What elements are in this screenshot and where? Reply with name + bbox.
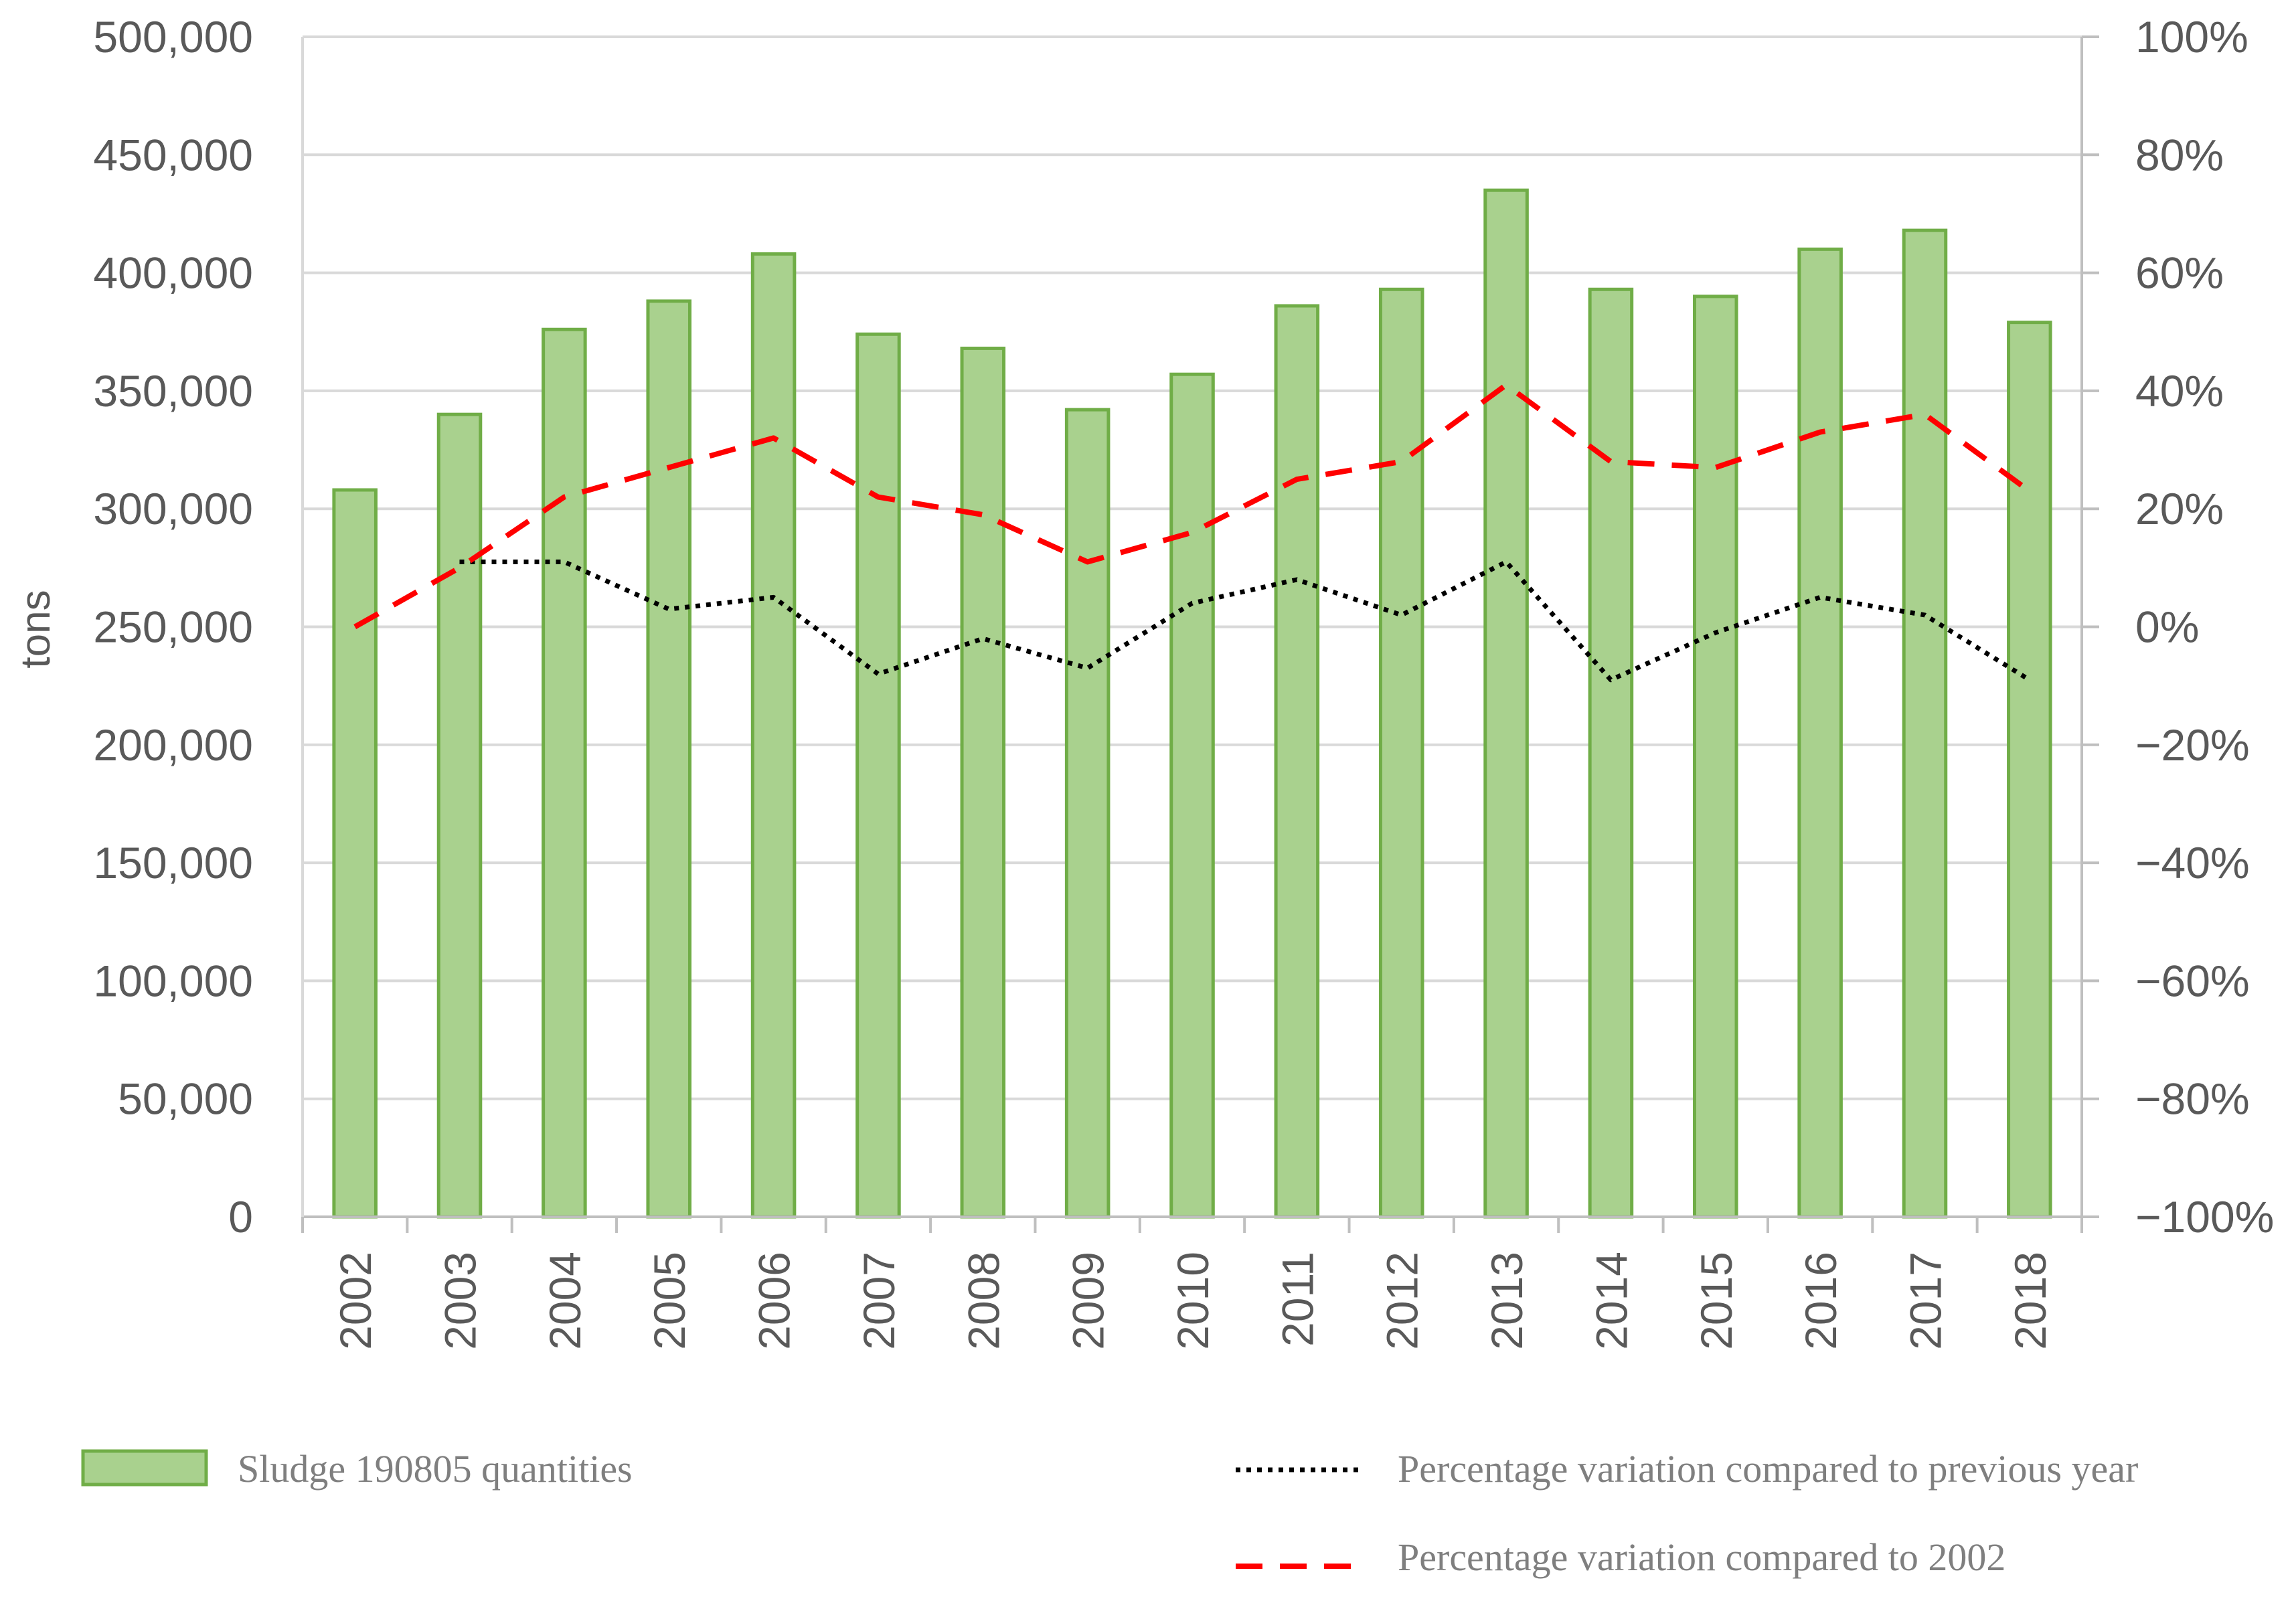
y2-tick-label: −60% bbox=[2135, 956, 2250, 1005]
y2-tick-label: 100% bbox=[2135, 12, 2248, 62]
bar-2003 bbox=[436, 412, 483, 1219]
right-axis-ticks: −100% −80% −60% −40% −20% 0% 20% 40% 60% 80% 100% bbox=[2082, 12, 2274, 1242]
x-tick-label: 2002 bbox=[331, 1252, 380, 1350]
y-tick-label: 500,000 bbox=[93, 12, 253, 62]
y2-tick-label: −80% bbox=[2135, 1074, 2250, 1124]
y-tick-label: 400,000 bbox=[93, 248, 253, 298]
bar-2010 bbox=[1169, 372, 1215, 1219]
bar-2008 bbox=[960, 346, 1006, 1219]
y2-tick-label: 20% bbox=[2135, 484, 2224, 533]
x-tick-label: 2018 bbox=[2005, 1252, 2055, 1350]
left-axis-ticks: 0 50,000 100,000 150,000 200,000 250,000 300,0… bbox=[93, 12, 253, 1242]
bar-2007 bbox=[855, 332, 901, 1219]
y-tick-label: 100,000 bbox=[93, 956, 253, 1005]
y2-tick-label: −40% bbox=[2135, 838, 2250, 888]
x-tick-label: 2012 bbox=[1378, 1252, 1427, 1350]
y-axis-title: tons bbox=[13, 590, 59, 668]
y2-tick-label: 80% bbox=[2135, 130, 2224, 179]
bar-2017 bbox=[1902, 228, 1948, 1219]
bar-2006 bbox=[750, 252, 797, 1219]
x-tick-label: 2005 bbox=[645, 1252, 694, 1350]
y-tick-label: 300,000 bbox=[93, 484, 253, 533]
y-tick-label: 50,000 bbox=[118, 1074, 253, 1124]
bar-2012 bbox=[1378, 287, 1424, 1219]
y-tick-label: 150,000 bbox=[93, 838, 253, 888]
bar-2016 bbox=[1797, 247, 1843, 1219]
bar-2014 bbox=[1588, 287, 1634, 1219]
x-tick-label: 2010 bbox=[1168, 1252, 1218, 1350]
bar-2015 bbox=[1692, 294, 1738, 1219]
bar-2009 bbox=[1064, 408, 1111, 1219]
y2-tick-label: 0% bbox=[2135, 602, 2199, 652]
legend-label-vs-2002: Percentage variation compared to 2002 bbox=[1398, 1535, 2005, 1579]
x-tick-label: 2008 bbox=[959, 1252, 1008, 1350]
bar-2013 bbox=[1483, 188, 1529, 1219]
y-tick-label: 250,000 bbox=[93, 602, 253, 652]
x-tick-label: 2004 bbox=[540, 1252, 590, 1350]
bar-2004 bbox=[542, 327, 587, 1219]
y-tick-label: 450,000 bbox=[93, 130, 253, 179]
line-series bbox=[353, 382, 2032, 683]
x-tick-label: 2011 bbox=[1273, 1252, 1322, 1347]
bar-2002 bbox=[332, 488, 378, 1219]
x-tick-label: 2015 bbox=[1692, 1252, 1741, 1350]
bar-2018 bbox=[2007, 321, 2052, 1219]
x-tick-label: 2016 bbox=[1796, 1252, 1846, 1350]
legend-label-previous-year: Percentage variation compared to previou… bbox=[1398, 1447, 2138, 1491]
x-tick-label: 2013 bbox=[1482, 1252, 1532, 1350]
y-tick-label: 350,000 bbox=[93, 366, 253, 416]
bar-2005 bbox=[646, 299, 692, 1219]
x-tick-label: 2003 bbox=[436, 1252, 485, 1350]
y2-tick-label: −20% bbox=[2135, 720, 2250, 770]
bar-series bbox=[332, 188, 2052, 1219]
y2-tick-label: 60% bbox=[2135, 248, 2224, 298]
y-tick-label: 0 bbox=[228, 1192, 253, 1242]
y-tick-label: 200,000 bbox=[93, 720, 253, 770]
x-axis-ticks: 2002 2003 2004 2005 2006 2007 2008 2009 2010 2011… bbox=[301, 1217, 2083, 1350]
bar-2011 bbox=[1274, 304, 1320, 1219]
x-tick-label: 2006 bbox=[750, 1252, 799, 1350]
legend-swatch-sludge bbox=[81, 1449, 208, 1487]
x-tick-label: 2009 bbox=[1064, 1252, 1113, 1350]
x-tick-label: 2014 bbox=[1586, 1252, 1636, 1350]
x-tick-label: 2007 bbox=[854, 1252, 904, 1350]
y2-tick-label: −100% bbox=[2135, 1192, 2274, 1242]
legend: Sludge 190805 quantities Percentage vari… bbox=[81, 1447, 2138, 1579]
y2-tick-label: 40% bbox=[2135, 366, 2224, 416]
x-tick-label: 2017 bbox=[1900, 1252, 1950, 1350]
line-vs-2002 bbox=[353, 382, 2032, 629]
line-previous-year bbox=[459, 560, 2031, 683]
legend-label-sludge: Sludge 190805 quantities bbox=[238, 1447, 633, 1491]
